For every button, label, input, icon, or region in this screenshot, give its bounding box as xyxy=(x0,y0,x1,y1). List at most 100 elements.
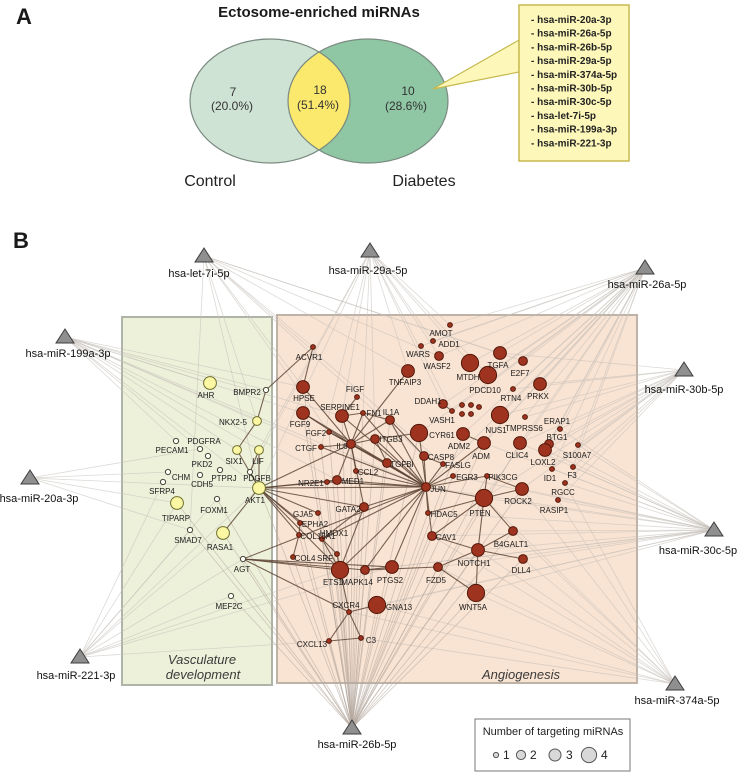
mirna-edge xyxy=(559,428,715,531)
gene-node-WASF2 xyxy=(434,351,444,361)
gene-label-WNT5A: WNT5A xyxy=(459,603,488,612)
gene-label-ERAP1: ERAP1 xyxy=(544,417,571,426)
gene-node-CHM xyxy=(164,468,172,476)
gene-edge xyxy=(326,481,427,488)
gene-edge xyxy=(425,486,485,499)
gene-node-PKD2 xyxy=(204,452,212,460)
mirna-edge xyxy=(203,255,330,433)
gene-label-GJA5: GJA5 xyxy=(293,510,314,519)
gene-label-FZD5: FZD5 xyxy=(426,576,447,585)
gene-node-HDAC5 xyxy=(425,510,431,516)
mirna-edge xyxy=(64,336,238,451)
gene-node-PTGS2 xyxy=(385,560,399,574)
mirna-edge xyxy=(499,352,685,371)
mirna-edge xyxy=(351,558,524,729)
gene-node-NOTCH1 xyxy=(471,543,485,557)
mirna-edge xyxy=(438,267,646,357)
gene-label-SFRP4: SFRP4 xyxy=(149,487,175,496)
venn-overlap-percent: (51.4%) xyxy=(297,98,339,112)
gene-label-DLL4: DLL4 xyxy=(511,566,531,575)
mirna-edge xyxy=(64,336,343,417)
gene-edge xyxy=(242,486,427,560)
mirna-edge xyxy=(350,443,353,729)
gene-node-IL6 xyxy=(346,439,356,449)
mirna-edge xyxy=(29,477,191,531)
gene-node-SMAD7 xyxy=(186,526,194,534)
mirna-edge xyxy=(449,267,646,326)
gene-label-CCL2: CCL2 xyxy=(358,468,379,477)
venn-title: Ectosome-enriched miRNAs xyxy=(218,4,420,21)
mirna-label-hsa-miR-26b-5p: hsa-miR-26b-5p xyxy=(318,739,397,751)
size-legend: Number of targeting miRNAs 1 2 3 4 xyxy=(474,718,631,772)
callout-item: - hsa-miR-26a-5p xyxy=(531,29,612,40)
callout-item: - hsa-miR-20a-3p xyxy=(531,15,612,26)
mirna-edge xyxy=(499,267,646,354)
mirna-edge xyxy=(369,250,440,357)
mirna-node-hsa-miR-221-3p xyxy=(70,648,90,664)
legend-size-label-2: 2 xyxy=(530,748,537,762)
venn-right-set-label: Diabetes xyxy=(392,173,455,190)
gene-label-FIGF: FIGF xyxy=(346,385,364,394)
gene-label-ADM: ADM xyxy=(472,452,490,461)
mirna-node-hsa-miR-26b-5p xyxy=(342,719,362,735)
gene-node-CASP8 xyxy=(419,451,429,461)
mirna-edge xyxy=(564,482,715,531)
gene-label-SMAD7: SMAD7 xyxy=(174,536,202,545)
gene-edge xyxy=(321,486,427,540)
gene-node-ADD1 xyxy=(430,338,436,344)
gene-node-ROCK2 xyxy=(515,482,529,496)
gene-node-PTPRJ xyxy=(216,466,224,474)
gene-node-ETS1 xyxy=(330,560,350,580)
gene-edge xyxy=(339,486,427,571)
gene-node-TIPARP xyxy=(170,496,184,510)
gene-label-PKD2: PKD2 xyxy=(192,460,213,469)
gene-label-C3: C3 xyxy=(366,636,377,645)
gene-edge xyxy=(350,370,409,445)
gene-node-SERPINE1 xyxy=(335,409,349,423)
mirna-edge xyxy=(572,369,685,468)
region-label-angiogenesis: Angiogenesis xyxy=(481,667,561,682)
mirna-edge xyxy=(351,530,514,729)
mirna-edge xyxy=(524,369,685,418)
gene-node-CTGF xyxy=(318,444,324,450)
gene-label-PTPRJ: PTPRJ xyxy=(211,474,236,483)
mirna-edge xyxy=(64,336,322,448)
mirna-nodes xyxy=(20,242,724,735)
gene-label-BMPR2: BMPR2 xyxy=(233,388,261,397)
mirna-edge xyxy=(64,336,177,442)
gene-node-ITGB3 xyxy=(370,434,380,444)
gene-label-ADM2: ADM2 xyxy=(448,442,471,451)
callout-box xyxy=(518,4,630,162)
gene-node-COL4 xyxy=(290,554,296,560)
gene-edge xyxy=(391,486,427,568)
gene-edge xyxy=(364,566,439,571)
legend-size-circle-4 xyxy=(580,746,598,764)
gene-node-VASH1 xyxy=(449,408,455,414)
gene-label-PDGFRA: PDGFRA xyxy=(187,437,221,446)
gene-edge xyxy=(302,386,352,445)
callout-item: - hsa-miR-26b-5p xyxy=(531,42,612,53)
gene-node-SIX1 xyxy=(232,445,242,455)
mirna-edge xyxy=(544,449,715,531)
gene-edge xyxy=(364,486,427,571)
mirna-edge xyxy=(351,488,523,729)
gene-label-CYR61: CYR61 xyxy=(429,431,455,440)
gene-edge xyxy=(350,443,388,464)
mirna-edge xyxy=(351,432,420,729)
gene-label-AMOT: AMOT xyxy=(429,329,452,338)
callout-item: - hsa-miR-30c-5p xyxy=(531,97,612,108)
gene-edge xyxy=(258,487,319,514)
gene-label-RGCC: RGCC xyxy=(551,488,575,497)
mirna-edge xyxy=(348,529,715,613)
mirna-edge xyxy=(362,250,371,414)
gene-node-NR2E1 xyxy=(324,479,330,485)
gene-node-DLL4 xyxy=(518,554,528,564)
gene-node-ADM2 xyxy=(456,427,470,441)
mirna-label-hsa-miR-221-3p: hsa-miR-221-3p xyxy=(37,670,116,682)
region-label-vasculature-development: Vasculature xyxy=(168,652,236,667)
gene-node-RGCC xyxy=(562,480,568,486)
gene-label-CXCR4: CXCR4 xyxy=(332,601,360,610)
mirna-edge xyxy=(483,369,685,499)
gene-node-PTEN xyxy=(474,488,494,508)
mirna-edge xyxy=(351,442,521,729)
